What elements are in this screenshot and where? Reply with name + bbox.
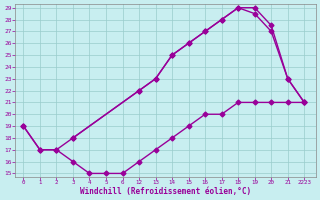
X-axis label: Windchill (Refroidissement éolien,°C): Windchill (Refroidissement éolien,°C) [80,187,251,196]
